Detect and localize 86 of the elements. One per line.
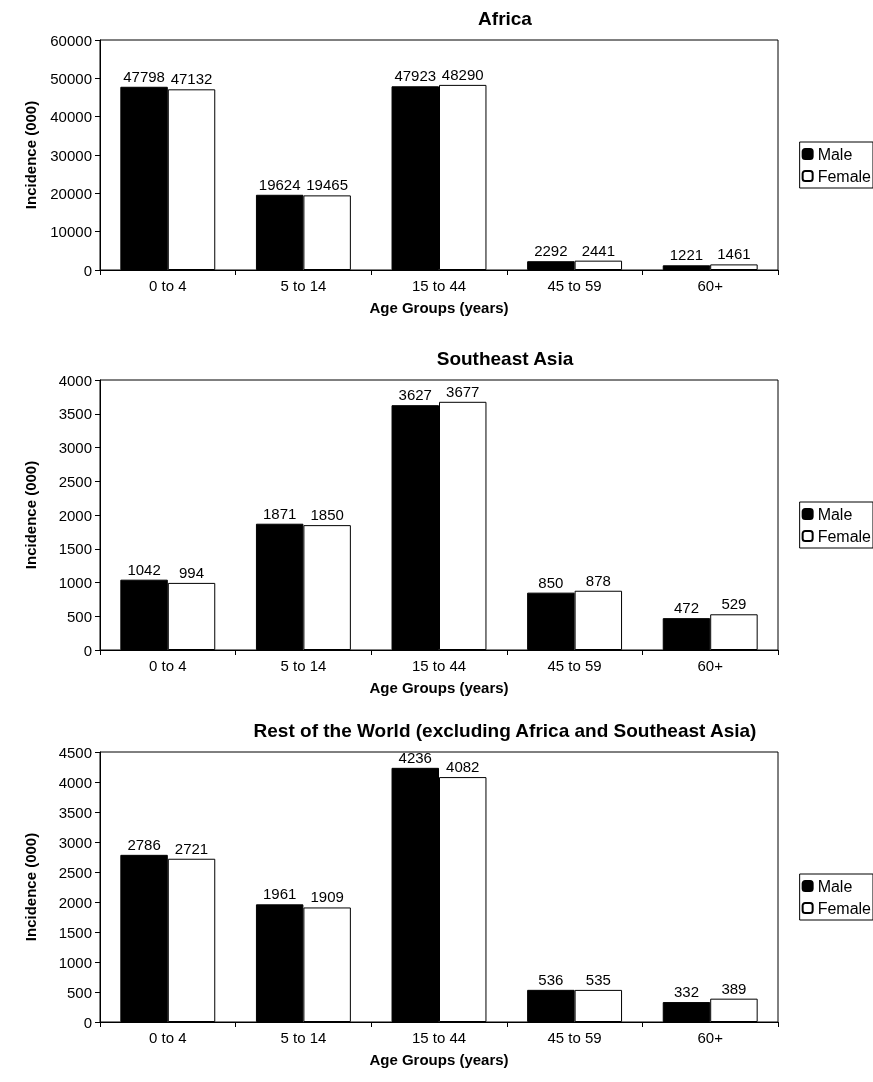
y-tick-label: 4500 bbox=[58, 743, 92, 761]
y-tick-label: 10000 bbox=[50, 223, 92, 241]
data-label: 47132 bbox=[170, 70, 213, 88]
y-tick-label: 2000 bbox=[58, 506, 92, 524]
data-label: 994 bbox=[179, 563, 205, 581]
y-tick-label: 1000 bbox=[58, 953, 92, 971]
legend-label: Female bbox=[817, 899, 872, 917]
data-label: 3677 bbox=[446, 382, 480, 400]
y-tick-label: 1000 bbox=[58, 574, 92, 591]
x-tick-label: 45 to 59 bbox=[547, 277, 602, 294]
y-tick-label: 30000 bbox=[50, 146, 92, 164]
y-tick-label: 0 bbox=[83, 641, 92, 659]
y-tick-label: 0 bbox=[83, 1013, 92, 1031]
legend-label: Male bbox=[817, 145, 853, 163]
data-label: 1221 bbox=[669, 246, 704, 264]
x-tick-label: 60+ bbox=[697, 657, 724, 674]
data-label: 472 bbox=[673, 599, 699, 617]
data-label: 4082 bbox=[446, 758, 480, 776]
legend-label: Female bbox=[817, 527, 872, 545]
legend-label: Male bbox=[817, 877, 853, 895]
y-tick-label: 2000 bbox=[58, 893, 92, 911]
y-tick-label: 3500 bbox=[58, 803, 92, 821]
x-axis-title: Age Groups (years) bbox=[369, 299, 509, 316]
data-label: 1850 bbox=[310, 506, 344, 524]
chart-title: Rest of the World (excluding Africa and Southeast Asia) bbox=[253, 720, 757, 741]
data-label: 47923 bbox=[394, 67, 437, 85]
y-tick-label: 500 bbox=[66, 607, 92, 625]
data-label: 2786 bbox=[127, 835, 161, 853]
x-tick-label: 0 to 4 bbox=[149, 1029, 187, 1046]
x-tick-label: 15 to 44 bbox=[411, 277, 467, 294]
data-label: 332 bbox=[673, 983, 699, 1001]
x-tick-label: 5 to 14 bbox=[280, 277, 327, 294]
data-label: 1042 bbox=[127, 560, 161, 578]
data-label: 4236 bbox=[398, 748, 432, 766]
x-axis-title: Age Groups (years) bbox=[369, 679, 509, 696]
data-label: 48290 bbox=[441, 65, 484, 83]
y-tick-label: 1500 bbox=[58, 923, 92, 941]
data-label: 878 bbox=[585, 571, 611, 589]
legend-label: Female bbox=[817, 167, 872, 185]
y-tick-label: 1500 bbox=[58, 540, 92, 558]
data-label: 2721 bbox=[174, 839, 209, 857]
data-label: 529 bbox=[721, 595, 747, 613]
chart-title: Southeast Asia bbox=[436, 348, 574, 369]
y-tick-label: 4000 bbox=[58, 773, 92, 791]
x-tick-label: 45 to 59 bbox=[547, 1029, 602, 1046]
x-tick-label: 60+ bbox=[697, 1029, 724, 1046]
data-label: 1461 bbox=[717, 245, 751, 263]
y-tick-label: 3000 bbox=[58, 833, 92, 851]
x-tick-label: 15 to 44 bbox=[411, 1029, 467, 1046]
x-tick-label: 5 to 14 bbox=[280, 1029, 327, 1046]
x-tick-label: 0 to 4 bbox=[149, 277, 187, 294]
data-label: 2292 bbox=[534, 242, 568, 260]
data-label: 850 bbox=[538, 573, 564, 591]
data-label: 1961 bbox=[262, 885, 297, 903]
x-tick-label: 60+ bbox=[697, 277, 724, 294]
y-tick-label: 2500 bbox=[58, 863, 92, 881]
data-label: 389 bbox=[721, 979, 747, 997]
data-label: 19465 bbox=[306, 176, 348, 194]
data-label: 2441 bbox=[581, 241, 616, 259]
y-tick-label: 20000 bbox=[50, 184, 92, 202]
x-tick-label: 0 to 4 bbox=[149, 657, 187, 674]
x-axis-title: Age Groups (years) bbox=[369, 1051, 509, 1068]
data-label: 47798 bbox=[123, 67, 165, 85]
y-tick-label: 40000 bbox=[50, 108, 92, 126]
y-tick-label: 3000 bbox=[58, 439, 92, 456]
legend-label: Male bbox=[817, 505, 853, 523]
x-tick-label: 5 to 14 bbox=[280, 657, 327, 674]
data-label: 19624 bbox=[258, 175, 301, 193]
data-label: 1909 bbox=[310, 888, 344, 906]
y-axis-title: Incidence (000) bbox=[22, 100, 39, 210]
y-axis-title: Incidence (000) bbox=[22, 832, 39, 942]
y-tick-label: 0 bbox=[83, 261, 92, 279]
y-tick-label: 4000 bbox=[58, 371, 92, 389]
y-tick-label: 2500 bbox=[58, 472, 92, 490]
data-label: 1871 bbox=[262, 504, 297, 522]
x-tick-label: 45 to 59 bbox=[547, 657, 602, 674]
y-tick-label: 50000 bbox=[50, 69, 92, 87]
y-axis-title: Incidence (000) bbox=[22, 460, 39, 570]
y-tick-label: 60000 bbox=[50, 31, 92, 49]
data-label: 535 bbox=[585, 970, 611, 988]
y-tick-label: 3500 bbox=[58, 405, 92, 423]
data-label: 3627 bbox=[398, 386, 432, 404]
y-tick-label: 500 bbox=[66, 983, 92, 1001]
chart-title: Africa bbox=[478, 8, 533, 29]
data-label: 536 bbox=[538, 970, 564, 988]
x-tick-label: 15 to 44 bbox=[411, 657, 467, 674]
